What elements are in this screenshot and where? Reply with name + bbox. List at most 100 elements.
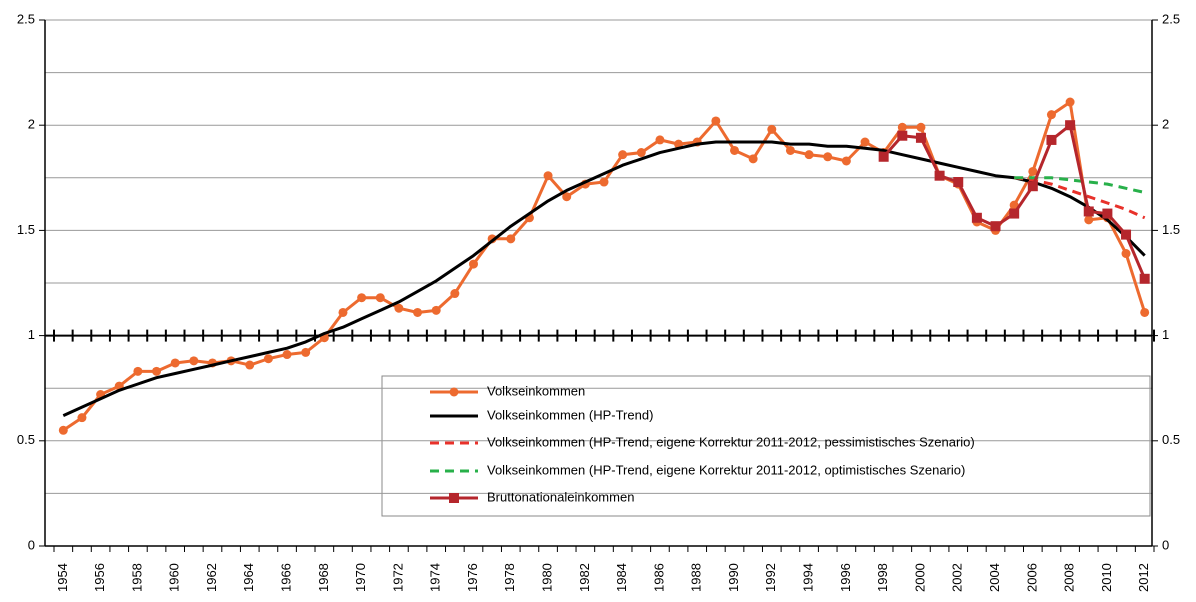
y-tick-label: 0 bbox=[28, 537, 35, 552]
marker bbox=[711, 116, 721, 126]
marker bbox=[897, 122, 907, 132]
marker bbox=[413, 307, 423, 317]
marker bbox=[1084, 215, 1094, 225]
marker bbox=[1139, 273, 1150, 284]
x-tick-label: 2004 bbox=[987, 563, 1002, 592]
legend-label: Volkseinkommen (HP-Trend, eigene Korrekt… bbox=[487, 462, 965, 477]
marker bbox=[1102, 208, 1113, 219]
marker bbox=[375, 293, 385, 303]
marker bbox=[189, 356, 199, 366]
marker bbox=[133, 366, 143, 376]
marker bbox=[1009, 208, 1020, 219]
legend-box bbox=[381, 375, 1151, 517]
x-tick-label: 1954 bbox=[55, 563, 70, 592]
marker bbox=[431, 305, 441, 315]
marker bbox=[748, 154, 758, 164]
marker bbox=[636, 148, 646, 158]
y-tick-label: 1.5 bbox=[17, 222, 35, 237]
marker bbox=[767, 124, 777, 134]
marker bbox=[1065, 97, 1075, 107]
marker bbox=[170, 358, 180, 368]
x-tick-label: 1976 bbox=[465, 563, 480, 592]
x-tick-label: 1972 bbox=[390, 563, 405, 592]
marker bbox=[394, 303, 404, 313]
marker bbox=[58, 425, 68, 435]
y2-tick-label: 1 bbox=[1162, 327, 1169, 342]
marker bbox=[1083, 206, 1094, 217]
marker bbox=[1046, 110, 1056, 120]
y-tick-label: 2.5 bbox=[17, 11, 35, 26]
x-tick-label: 2008 bbox=[1062, 563, 1077, 592]
marker bbox=[804, 150, 814, 160]
marker bbox=[655, 135, 665, 145]
marker bbox=[1121, 249, 1131, 259]
marker bbox=[916, 122, 926, 132]
marker bbox=[562, 192, 572, 202]
x-tick-label: 1960 bbox=[167, 563, 182, 592]
marker bbox=[860, 137, 870, 147]
marker bbox=[152, 366, 162, 376]
x-tick-label: 1984 bbox=[614, 563, 629, 592]
marker bbox=[282, 350, 292, 360]
marker bbox=[599, 177, 609, 187]
x-tick-label: 1968 bbox=[316, 563, 331, 592]
x-tick-label: 1964 bbox=[241, 563, 256, 592]
marker bbox=[1046, 134, 1057, 145]
x-tick-label: 1992 bbox=[763, 563, 778, 592]
marker bbox=[1028, 166, 1038, 176]
x-tick-label: 1988 bbox=[689, 563, 704, 592]
marker bbox=[1065, 120, 1076, 131]
marker bbox=[468, 259, 478, 269]
legend-label: Volkseinkommen bbox=[487, 383, 585, 398]
legend-marker bbox=[449, 493, 459, 503]
marker bbox=[878, 151, 889, 162]
marker bbox=[77, 413, 87, 423]
x-tick-label: 1966 bbox=[278, 563, 293, 592]
legend-label: Volkseinkommen (HP-Trend) bbox=[487, 407, 653, 422]
x-tick-label: 2002 bbox=[950, 563, 965, 592]
marker bbox=[730, 145, 740, 155]
x-tick-label: 1998 bbox=[875, 563, 890, 592]
y-tick-label: 0.5 bbox=[17, 432, 35, 447]
x-tick-label: 1986 bbox=[651, 563, 666, 592]
x-tick-label: 2012 bbox=[1136, 563, 1151, 592]
y-tick-label: 2 bbox=[28, 117, 35, 132]
marker bbox=[263, 354, 273, 364]
marker bbox=[785, 145, 795, 155]
marker bbox=[245, 360, 255, 370]
marker bbox=[338, 307, 348, 317]
x-tick-label: 2010 bbox=[1099, 563, 1114, 592]
marker bbox=[1140, 307, 1150, 317]
marker bbox=[543, 171, 553, 181]
y2-tick-label: 1.5 bbox=[1162, 222, 1180, 237]
series-line bbox=[62, 140, 1146, 417]
marker bbox=[618, 150, 628, 160]
marker bbox=[915, 132, 926, 143]
marker bbox=[1009, 200, 1019, 210]
marker bbox=[1027, 181, 1038, 192]
marker bbox=[357, 293, 367, 303]
legend-marker bbox=[449, 387, 459, 397]
x-tick-label: 1982 bbox=[577, 563, 592, 592]
marker bbox=[1121, 229, 1132, 240]
marker bbox=[897, 130, 908, 141]
x-tick-label: 1970 bbox=[353, 563, 368, 592]
legend-label: Volkseinkommen (HP-Trend, eigene Korrekt… bbox=[487, 434, 975, 449]
marker bbox=[301, 347, 311, 357]
marker bbox=[841, 156, 851, 166]
marker bbox=[934, 170, 945, 181]
x-tick-label: 1956 bbox=[92, 563, 107, 592]
legend-label: Bruttonationaleinkommen bbox=[487, 489, 634, 504]
y2-tick-label: 2 bbox=[1162, 117, 1169, 132]
marker bbox=[990, 221, 1001, 232]
y2-tick-label: 2.5 bbox=[1162, 11, 1180, 26]
x-tick-label: 1996 bbox=[838, 563, 853, 592]
marker bbox=[971, 212, 982, 223]
marker bbox=[823, 152, 833, 162]
y2-tick-label: 0.5 bbox=[1162, 432, 1180, 447]
marker bbox=[953, 177, 964, 188]
y-tick-label: 1 bbox=[28, 327, 35, 342]
marker bbox=[450, 289, 460, 299]
y2-tick-label: 0 bbox=[1162, 537, 1169, 552]
